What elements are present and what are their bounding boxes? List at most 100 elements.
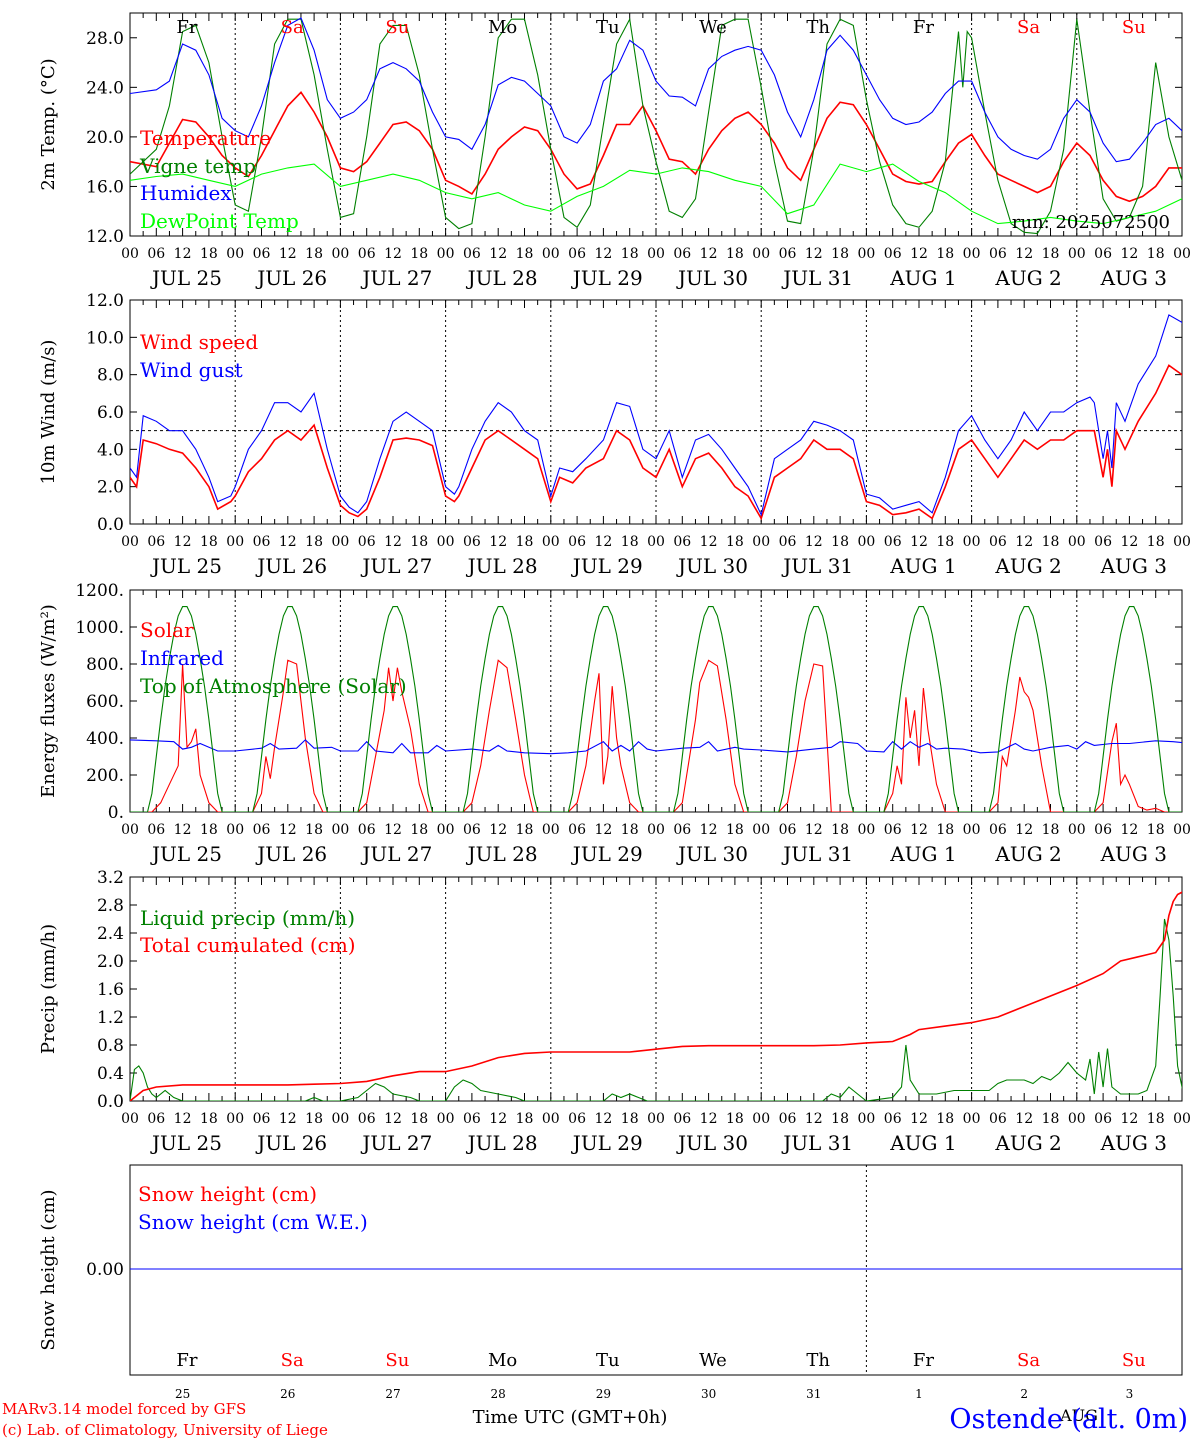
hour-tick-label: 00: [437, 246, 455, 262]
hour-tick-label: 06: [358, 822, 376, 838]
day-number-label: 29: [596, 1387, 611, 1401]
weekday-label: Sa: [1017, 1350, 1040, 1371]
hour-tick-label: 06: [673, 1111, 691, 1127]
hour-tick-label: 18: [621, 246, 639, 262]
y-tick-label: 800.: [86, 655, 124, 675]
hour-tick-label: 18: [726, 822, 744, 838]
date-label: JUL 26: [255, 1131, 327, 1155]
chart-panel-4: 0.0 0.4 0.8 1.2 1.6 2.0 2.4 2.8 3.2 Precip (mm/h)…: [38, 868, 1191, 1155]
y-axis-label: Precip (mm/h): [38, 924, 59, 1054]
y-axis-label: Energy fluxes (W/m²): [38, 604, 59, 798]
hour-tick-label: 00: [437, 822, 455, 838]
hour-tick-label: 06: [568, 1111, 586, 1127]
hour-tick-label: 18: [621, 822, 639, 838]
hour-tick-label: 00: [331, 534, 349, 550]
day-number-label: 28: [491, 1387, 506, 1401]
hour-tick-label: 18: [200, 1111, 218, 1127]
date-label: JUL 30: [676, 1131, 748, 1155]
hour-tick-label: 12: [700, 534, 718, 550]
series-line-humidex: [130, 17, 1182, 163]
date-label: AUG 1: [889, 266, 956, 290]
y-tick-label: 0.00: [86, 1260, 124, 1280]
hour-tick-label: 12: [1015, 822, 1033, 838]
hour-tick-label: 00: [437, 534, 455, 550]
month-marker: AUG: [1059, 1406, 1098, 1425]
hour-tick-label: 06: [568, 534, 586, 550]
hour-tick-label: 18: [410, 246, 428, 262]
hour-tick-label: 06: [779, 246, 797, 262]
y-tick-label: 1.2: [97, 1008, 124, 1028]
y-tick-label: 3.2: [97, 868, 124, 888]
hour-tick-label: 12: [174, 534, 192, 550]
date-label: JUL 25: [150, 1131, 222, 1155]
chart-panel-1: 12.0 16.0 20.0 24.0 28.0 2m Temp. (°C) Tempera…: [38, 12, 1191, 290]
weekday-label: Mo: [488, 1350, 517, 1371]
hour-tick-label: 18: [1042, 534, 1060, 550]
y-tick-label: 200.: [86, 766, 124, 786]
day-number-label: 31: [806, 1387, 821, 1401]
y-tick-label: 12.0: [86, 227, 124, 247]
hour-tick-label: 12: [910, 822, 928, 838]
y-tick-label: 1.6: [97, 980, 124, 1000]
hour-tick-label: 12: [279, 246, 297, 262]
weekday-label: Mo: [488, 17, 517, 38]
series-line-dewpoint-temp: [130, 163, 1182, 225]
hour-tick-label: 12: [594, 822, 612, 838]
date-label: AUG 2: [994, 554, 1061, 578]
y-tick-label: 0.0: [97, 1092, 124, 1112]
hour-tick-label: 12: [489, 1111, 507, 1127]
hour-tick-label: 06: [884, 246, 902, 262]
hour-tick-label: 00: [963, 246, 981, 262]
hour-tick-label: 18: [1147, 1111, 1165, 1127]
y-tick-label: 12.0: [86, 291, 124, 311]
y-tick-label: 6.0: [97, 403, 124, 423]
date-label: JUL 27: [360, 842, 432, 866]
hour-tick-label: 18: [1147, 534, 1165, 550]
hour-tick-label: 00: [857, 534, 875, 550]
y-axis-label: 10m Wind (m/s): [38, 340, 59, 485]
hour-tick-label: 00: [542, 1111, 560, 1127]
hour-tick-label: 12: [1120, 1111, 1138, 1127]
hour-tick-label: 18: [936, 246, 954, 262]
hour-tick-label: 18: [305, 1111, 323, 1127]
weekday-label: Fr: [176, 17, 197, 38]
hour-tick-label: 06: [463, 822, 481, 838]
hour-tick-label: 18: [516, 1111, 534, 1127]
weekday-label: Su: [385, 1350, 409, 1371]
date-label: JUL 29: [571, 266, 643, 290]
series-line-solar: [130, 659, 1182, 812]
hour-tick-label: 00: [226, 822, 244, 838]
legend-entry: Snow height (cm W.E.): [138, 1210, 368, 1234]
hour-tick-label: 06: [147, 534, 165, 550]
hour-tick-label: 00: [647, 822, 665, 838]
weekday-label: We: [699, 1350, 727, 1371]
date-label: AUG 3: [1100, 842, 1167, 866]
legend-entry: Snow height (cm): [138, 1182, 317, 1206]
weekday-label: Fr: [176, 1350, 197, 1371]
chart-panel-5: 0.00 Snow height (cm) Snow height (cm) Snow…: [38, 1164, 1183, 1401]
hour-tick-label: 12: [384, 822, 402, 838]
y-tick-label: 2.8: [97, 896, 124, 916]
hour-tick-label: 00: [331, 246, 349, 262]
hour-tick-label: 12: [1015, 246, 1033, 262]
series-line-temperature: [130, 91, 1182, 203]
weekday-label: Tu: [596, 1350, 620, 1371]
y-axis-label: 2m Temp. (°C): [38, 58, 59, 190]
hour-tick-label: 06: [147, 822, 165, 838]
hour-tick-label: 18: [1042, 822, 1060, 838]
legend-entry: DewPoint Temp: [140, 209, 299, 233]
hour-tick-label: 00: [121, 822, 139, 838]
hour-tick-label: 12: [279, 822, 297, 838]
hour-tick-label: 00: [226, 246, 244, 262]
hour-tick-label: 18: [305, 822, 323, 838]
hour-tick-label: 06: [147, 1111, 165, 1127]
chart-panel-2: 0.0 2.0 4.0 6.0 8.0 10.0 12.0 10m Wind (m/s) Win…: [38, 291, 1191, 578]
hour-tick-label: 12: [1015, 1111, 1033, 1127]
hour-tick-label: 18: [1147, 822, 1165, 838]
date-label: AUG 3: [1100, 266, 1167, 290]
y-tick-label: 8.0: [97, 366, 124, 386]
hour-tick-label: 06: [568, 246, 586, 262]
weekday-label: Su: [385, 17, 409, 38]
hour-tick-label: 00: [647, 1111, 665, 1127]
